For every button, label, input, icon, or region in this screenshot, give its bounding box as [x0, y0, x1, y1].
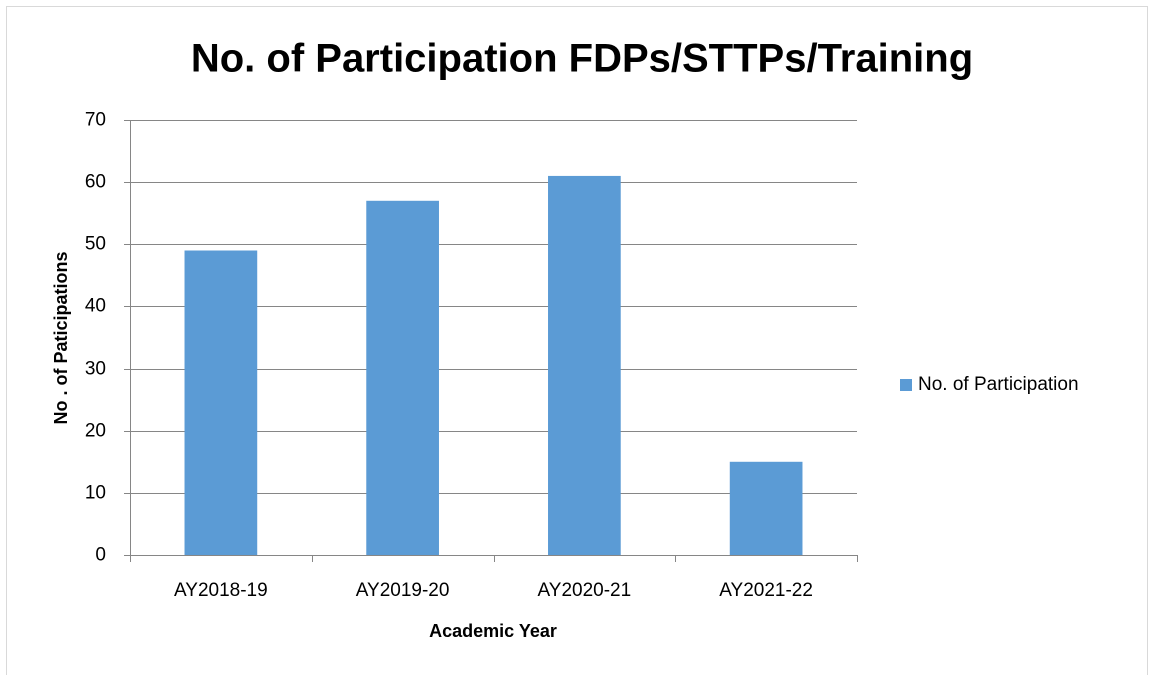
bar [548, 175, 621, 555]
x-tick-label: AY2021-22 [719, 580, 813, 601]
chart-frame [6, 6, 1148, 675]
x-tick-label: AY2020-21 [538, 580, 632, 601]
y-tick-label: 40 [85, 296, 106, 317]
x-axis-label: Academic Year [429, 621, 557, 641]
y-axis-label: No . of Paticipations [51, 251, 71, 424]
y-tick-label: 20 [85, 421, 106, 442]
y-tick-label: 60 [85, 172, 106, 193]
x-tick-label: AY2019-20 [356, 580, 450, 601]
chart-title: No. of Participation FDPs/STTPs/Training [191, 37, 973, 81]
x-tick-label: AY2018-19 [174, 580, 268, 601]
y-tick-label: 50 [85, 234, 106, 255]
bar [184, 250, 258, 555]
y-tick-label: 10 [85, 483, 106, 504]
y-tick-label: 70 [85, 110, 106, 131]
y-tick-label: 0 [95, 545, 106, 566]
legend-label: No. of Participation [918, 374, 1079, 395]
bar [366, 200, 439, 556]
legend-swatch [900, 379, 912, 391]
y-tick-label: 30 [85, 359, 106, 380]
bar [729, 461, 803, 555]
